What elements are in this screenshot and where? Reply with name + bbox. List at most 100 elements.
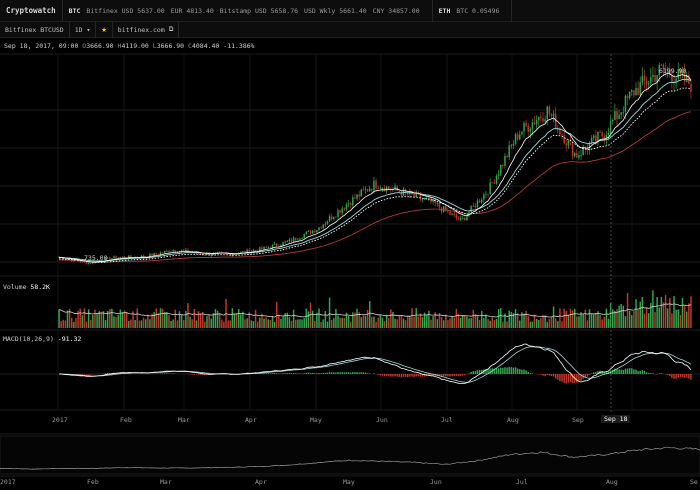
candle-body <box>445 206 447 211</box>
exchange-link[interactable]: bitfinex.com ⧉ <box>113 21 180 38</box>
candle-body <box>442 206 445 212</box>
market-selector[interactable]: Bitfinex BTCUSD <box>0 21 70 38</box>
volume-bar <box>64 320 67 328</box>
candle-body <box>191 252 193 254</box>
volume-bar <box>73 321 75 328</box>
candle-body <box>70 259 73 262</box>
macd-histogram-bar <box>440 374 443 377</box>
candle-body <box>525 122 527 127</box>
macd-histogram-bar <box>305 372 308 374</box>
volume-bar <box>609 303 612 328</box>
candle-body <box>489 182 491 195</box>
volume-bar <box>423 312 426 328</box>
candle-body <box>373 180 375 191</box>
candle-body <box>218 252 221 254</box>
volume-bar <box>364 315 367 328</box>
candle-body <box>144 256 147 258</box>
volume-bar <box>267 319 270 328</box>
volume-bar <box>240 314 242 328</box>
volume-bar <box>561 321 563 328</box>
macd-histogram-bar <box>349 372 352 374</box>
volume-bar <box>339 317 341 328</box>
brand-cell[interactable]: Cryptowatch <box>0 0 63 22</box>
volume-bar <box>121 311 124 328</box>
candle-body <box>282 242 284 246</box>
candle-body <box>153 253 155 256</box>
volume-bar <box>569 308 572 328</box>
volume-bar <box>440 316 443 328</box>
candle-body <box>516 134 519 140</box>
volume-bar <box>210 318 212 328</box>
volume-bar <box>588 309 591 328</box>
candle-body <box>565 143 567 146</box>
macd-histogram-bar <box>295 373 297 374</box>
brand-logo[interactable]: Cryptowatch <box>6 6 56 15</box>
favorite-button[interactable]: ★ <box>96 21 113 38</box>
candle-body <box>383 188 386 192</box>
macd-histogram-bar <box>622 369 625 374</box>
btc-quote[interactable]: CNY 34857.00 <box>372 6 420 15</box>
btc-quote[interactable]: Bitstamp USD 5658.76 <box>219 6 299 15</box>
volume-bar <box>415 308 417 328</box>
macd-histogram-bar <box>624 368 627 374</box>
volume-bar <box>252 321 255 328</box>
volume-bar <box>666 308 669 328</box>
volume-bar <box>100 311 103 328</box>
macd-histogram-bar <box>303 373 305 374</box>
eth-symbol[interactable]: ETH <box>438 6 451 15</box>
volume-bar <box>417 316 420 328</box>
volume-bar <box>688 303 690 328</box>
volume-bar <box>136 308 138 328</box>
volume-bar <box>445 314 447 328</box>
macd-histogram-bar <box>525 370 527 374</box>
macd-histogram-bar <box>451 374 453 377</box>
volume-bar <box>295 319 297 328</box>
period-selector[interactable]: 1D ▾ <box>70 21 97 38</box>
candle-body <box>128 255 130 259</box>
candle-body <box>571 142 574 157</box>
candle-body <box>586 148 589 151</box>
eth-quote[interactable]: BTC 0.05496 <box>456 6 500 15</box>
macd-histogram-bar <box>542 374 544 376</box>
candle-body <box>229 253 231 256</box>
candles <box>58 62 692 265</box>
candle-body <box>166 250 168 252</box>
volume-bar <box>79 308 81 328</box>
macd-histogram-bar <box>316 373 318 374</box>
volume-bar <box>584 309 587 328</box>
volume-bar <box>411 308 413 328</box>
macd-histogram-bar <box>620 369 622 374</box>
btc-quote[interactable]: USD Wkly 5661.40 <box>304 6 367 15</box>
macd-histogram-bar <box>430 374 432 377</box>
macd-histogram-bar <box>647 373 650 374</box>
x-tick-label: 2017 <box>52 416 68 424</box>
volume-bar <box>360 317 363 328</box>
volume-bar <box>153 312 155 328</box>
candle-body <box>529 128 532 132</box>
candle-body <box>212 252 215 255</box>
macd-histogram-bar <box>259 373 261 374</box>
volume-bar <box>654 312 656 328</box>
volume-bar <box>385 314 388 328</box>
candle-body <box>111 258 113 260</box>
volume-bar <box>259 317 261 328</box>
macd-histogram-bar <box>246 373 248 374</box>
candle-body <box>597 132 599 142</box>
volume-bar <box>472 309 475 328</box>
candle-body <box>645 80 648 85</box>
macd-histogram-bar <box>470 371 472 374</box>
candle-body <box>432 198 434 202</box>
macd-histogram-bar <box>491 368 494 374</box>
volume-bar <box>333 318 335 328</box>
navigator <box>0 435 700 475</box>
ema-lines <box>59 72 692 263</box>
macd-histogram-bar <box>87 374 90 375</box>
btc-quote[interactable]: EUR 4813.40 <box>170 6 214 15</box>
btc-quote[interactable]: Bitfinex USD 5637.00 <box>86 6 165 15</box>
eth-ticker[interactable]: ETH BTC 0.05496 <box>433 0 513 22</box>
chevron-down-icon: ▾ <box>86 25 91 34</box>
btc-symbol[interactable]: BTC <box>68 6 81 15</box>
btc-ticker[interactable]: BTC Bitfinex USD 5637.00 EUR 4813.40 Bit… <box>63 0 433 22</box>
volume-bar <box>307 311 310 328</box>
